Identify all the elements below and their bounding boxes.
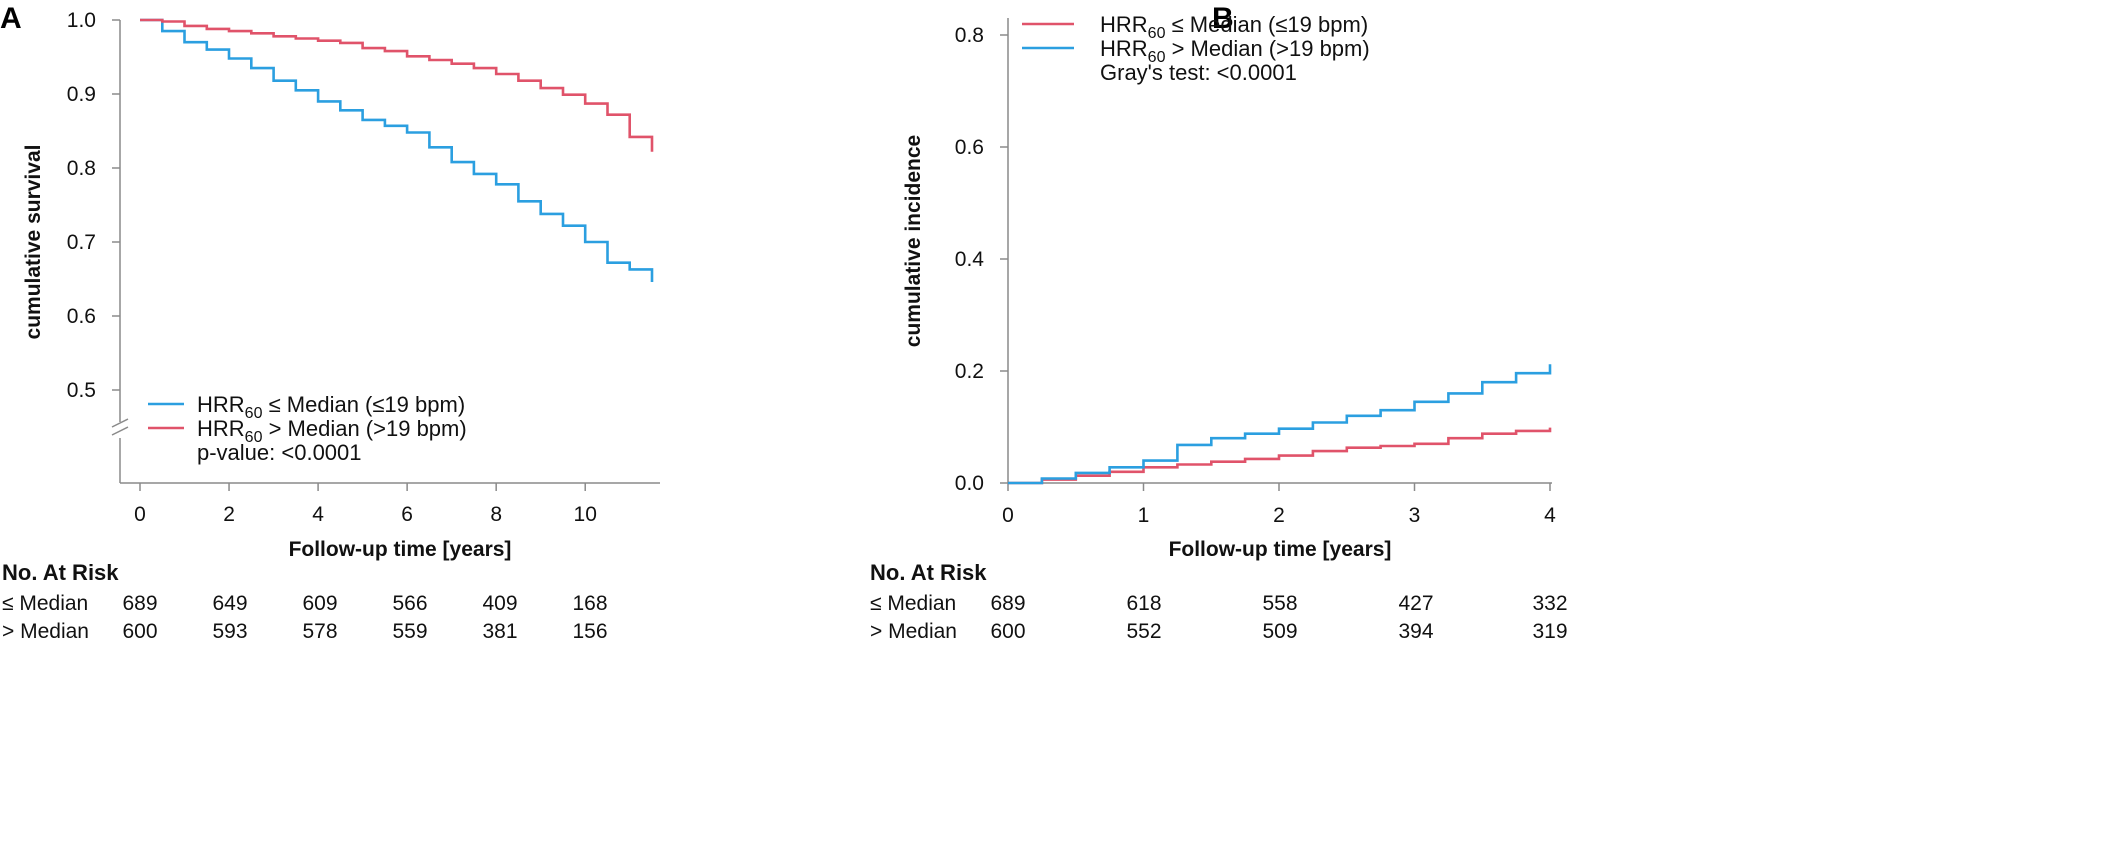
y-tick-label: 0.7: [67, 231, 96, 254]
risk-row-label: > Median: [870, 620, 957, 643]
legend-label-1-subscript: 60: [245, 429, 263, 446]
risk-count: 689: [990, 592, 1025, 615]
survival-curve-le-median: [140, 18, 654, 282]
y-axis-title: cumulative incidence: [902, 135, 925, 347]
risk-table-title: No. At Risk: [870, 560, 987, 585]
risk-count: 552: [1126, 620, 1161, 643]
risk-count: 427: [1398, 592, 1433, 615]
x-tick-label: 4: [1544, 504, 1556, 527]
legend-label-0-subscript: 60: [1148, 25, 1166, 42]
x-tick-label: 2: [223, 503, 235, 526]
risk-count: 332: [1532, 592, 1567, 615]
x-tick-label: 6: [401, 503, 413, 526]
risk-row-label: ≤ Median: [2, 592, 88, 615]
y-tick-label: 0.8: [67, 157, 96, 180]
legend-label-1: HRR60 > Median (>19 bpm): [1100, 36, 1370, 66]
x-tick-label: 4: [312, 503, 324, 526]
y-tick-label: 0.4: [955, 248, 985, 271]
x-tick-label: 8: [490, 503, 502, 526]
y-tick-label: 0.6: [955, 136, 984, 159]
x-tick-label: 2: [1273, 504, 1285, 527]
legend-label-0: HRR60 ≤ Median (≤19 bpm): [1100, 12, 1368, 42]
x-tick-label: 0: [1002, 504, 1014, 527]
risk-count: 156: [572, 620, 607, 643]
legend-label-0-subscript: 60: [245, 405, 263, 422]
panel-label-a: A: [0, 2, 22, 35]
risk-count: 509: [1262, 620, 1297, 643]
panel-label-b: B: [1212, 2, 1234, 35]
risk-count: 558: [1262, 592, 1297, 615]
survival-chart: 1.0 0.9 0.8 0.7 0.6 0.5 0 2 4 6 8 10 Follow-up time …: [22, 9, 660, 561]
incidence-chart: 0.0 0.2 0.4 0.6 0.8 0 1 2 3 4 Follow-up time [year…: [902, 12, 1556, 561]
x-tick-label: 3: [1409, 504, 1421, 527]
risk-table-b: No. At Risk ≤ Median 689 618 558 427 332 > Medi…: [870, 560, 1568, 643]
risk-count: 381: [482, 620, 517, 643]
p-value-note: p-value: <0.0001: [197, 440, 362, 465]
y-tick-label: 0.6: [67, 305, 96, 328]
risk-count: 600: [122, 620, 157, 643]
risk-count: 566: [392, 592, 427, 615]
legend-label-0-suffix: ≤ Median (≤19 bpm): [262, 392, 465, 417]
legend-label-1-suffix: > Median (>19 bpm): [1165, 36, 1369, 61]
y-tick-label: 0.8: [955, 24, 984, 47]
y-tick-label: 0.9: [67, 83, 96, 106]
risk-count: 168: [572, 592, 607, 615]
grays-test-note: Gray's test: <0.0001: [1100, 60, 1297, 85]
axis-break-mark-lower: [111, 426, 129, 436]
legend-label-1-prefix: HRR: [197, 416, 245, 441]
risk-count: 559: [392, 620, 427, 643]
y-tick-label: 1.0: [67, 9, 96, 32]
x-axis-title: Follow-up time [years]: [289, 538, 512, 561]
x-axis-title: Follow-up time [years]: [1169, 538, 1392, 561]
risk-count: 319: [1532, 620, 1567, 643]
incidence-curve-le-median: [1008, 427, 1552, 485]
risk-count: 578: [302, 620, 337, 643]
legend-label-1-suffix: > Median (>19 bpm): [262, 416, 466, 441]
legend-label-1: HRR60 > Median (>19 bpm): [197, 416, 467, 446]
legend-label-1-subscript: 60: [1148, 49, 1166, 66]
x-tick-label: 0: [134, 503, 146, 526]
legend-label-0-suffix: ≤ Median (≤19 bpm): [1165, 12, 1368, 37]
x-tick-label: 1: [1138, 504, 1150, 527]
legend-label-1-prefix: HRR: [1100, 36, 1148, 61]
risk-count: 689: [122, 592, 157, 615]
risk-count: 609: [302, 592, 337, 615]
x-tick-label: 10: [574, 503, 597, 526]
risk-row-label: ≤ Median: [870, 592, 956, 615]
risk-count: 394: [1398, 620, 1433, 643]
risk-table-a: No. At Risk ≤ Median 689 649 609 566 409 168 > M…: [2, 560, 608, 643]
risk-count: 618: [1126, 592, 1161, 615]
legend-label-0: HRR60 ≤ Median (≤19 bpm): [197, 392, 465, 422]
y-axis-title: cumulative survival: [22, 145, 45, 340]
y-tick-label: 0.0: [955, 472, 984, 495]
legend-label-0-prefix: HRR: [197, 392, 245, 417]
incidence-curve-gt-median: [1008, 364, 1552, 485]
risk-count: 600: [990, 620, 1025, 643]
risk-count: 593: [212, 620, 247, 643]
risk-count: 409: [482, 592, 517, 615]
y-tick-label: 0.2: [955, 360, 984, 383]
survival-curve-gt-median: [140, 18, 654, 152]
risk-table-title: No. At Risk: [2, 560, 119, 585]
y-tick-label: 0.5: [67, 379, 96, 402]
axis-break-mark-upper: [111, 418, 129, 428]
risk-row-label: > Median: [2, 620, 89, 643]
risk-count: 649: [212, 592, 247, 615]
legend-label-0-prefix: HRR: [1100, 12, 1148, 37]
